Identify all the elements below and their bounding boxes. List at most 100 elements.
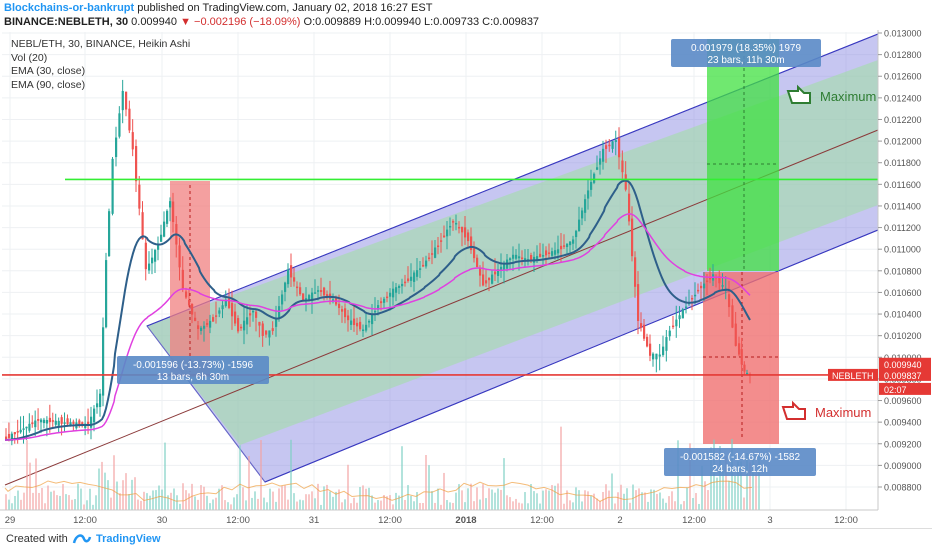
candle <box>102 327 105 396</box>
volume-bar <box>752 459 754 510</box>
candle <box>314 292 317 294</box>
candle <box>154 249 157 262</box>
candle <box>344 308 347 318</box>
axis-price-tag <box>879 357 931 370</box>
volume-bar <box>338 489 340 510</box>
volume-bar <box>92 504 94 510</box>
candle <box>141 212 144 240</box>
volume-bar <box>683 501 685 510</box>
tradingview-brand[interactable]: TradingView <box>96 533 161 545</box>
axis-price-tag-label: 02:07 <box>884 385 907 395</box>
price-tick-label: 0.012800 <box>884 50 922 60</box>
volume-bar <box>560 426 562 510</box>
volume-bar <box>86 500 88 510</box>
candle <box>587 190 590 199</box>
candle <box>290 265 293 278</box>
price-axis[interactable] <box>878 30 932 510</box>
candle <box>203 325 206 329</box>
volume-bar <box>635 490 637 510</box>
candle <box>42 419 46 424</box>
volume-bar <box>377 500 379 510</box>
volume-bar <box>479 499 481 510</box>
low-value: L:0.009733 <box>424 16 480 28</box>
legend-volume[interactable]: Vol (20) <box>11 51 48 64</box>
volume-bar <box>17 490 19 510</box>
candle <box>434 247 437 258</box>
candle <box>425 260 428 267</box>
volume-bar <box>728 480 730 510</box>
candle <box>87 421 90 426</box>
volume-bar <box>707 490 709 510</box>
volume-bar <box>215 497 217 510</box>
candle <box>128 108 131 131</box>
candle <box>308 295 311 302</box>
author-link[interactable]: Blockchains-or-bankrupt <box>4 2 135 14</box>
candle <box>228 298 231 308</box>
volume-bar <box>620 484 622 510</box>
candle <box>200 327 203 331</box>
volume-bar <box>188 493 190 510</box>
candle <box>356 322 359 327</box>
candle <box>172 201 175 223</box>
candle <box>743 364 746 372</box>
volume-bar <box>191 483 193 510</box>
candle <box>479 268 482 276</box>
open-value: O:0.009889 <box>303 16 362 28</box>
volume-bar <box>749 462 751 510</box>
volume-bar <box>233 497 235 510</box>
time-axis[interactable] <box>0 510 932 528</box>
volume-bar <box>515 498 517 510</box>
candle <box>738 343 741 355</box>
volume-bar <box>524 492 526 510</box>
volume-bar <box>245 500 247 510</box>
volume-bar <box>737 461 739 510</box>
volume-bar <box>284 485 286 510</box>
candle <box>72 421 75 425</box>
chart-header: Blockchains-or-bankrupt published on Tra… <box>0 0 932 30</box>
candle <box>675 319 678 327</box>
volume-bar <box>455 492 457 510</box>
candle <box>512 254 515 259</box>
candle <box>581 210 584 219</box>
candle <box>509 258 512 261</box>
volume-bar <box>356 502 358 510</box>
volume-bar <box>704 481 706 510</box>
time-tick-label: 12:00 <box>378 515 402 526</box>
volume-bar <box>179 503 181 510</box>
volume-bar <box>467 488 469 510</box>
price-tick-label: 0.011400 <box>884 201 921 211</box>
footer: Created with TradingView <box>0 528 932 551</box>
volume-bar <box>410 495 412 510</box>
candle <box>252 310 255 313</box>
legend-ema30[interactable]: EMA (30, close) <box>11 65 86 77</box>
candle <box>557 249 560 254</box>
volume-bar <box>722 471 724 510</box>
candle <box>621 160 624 173</box>
candle <box>69 422 72 427</box>
volume-bar <box>197 499 199 510</box>
volume-bar <box>110 497 112 510</box>
candle <box>691 297 694 300</box>
candle <box>317 290 320 292</box>
price-tick-label: 0.011600 <box>884 180 921 190</box>
volume-bar <box>239 445 241 510</box>
candle <box>539 253 542 257</box>
volume-bar <box>200 485 202 510</box>
candle <box>54 420 57 425</box>
candle <box>19 429 22 433</box>
volume-bar <box>317 483 319 510</box>
volume-bar <box>629 502 631 510</box>
candle <box>697 289 700 292</box>
volume-bar <box>248 456 250 510</box>
candle <box>212 317 215 322</box>
volume-bar <box>398 495 400 510</box>
legend-ema90[interactable]: EMA (90, close) <box>11 78 86 91</box>
volume-bar <box>593 493 595 510</box>
candle <box>461 226 464 233</box>
candle <box>443 235 446 238</box>
candle <box>521 257 524 259</box>
candle <box>34 420 37 428</box>
axis-price-tag-label: 0.009940 <box>884 360 922 370</box>
candle <box>37 419 40 421</box>
